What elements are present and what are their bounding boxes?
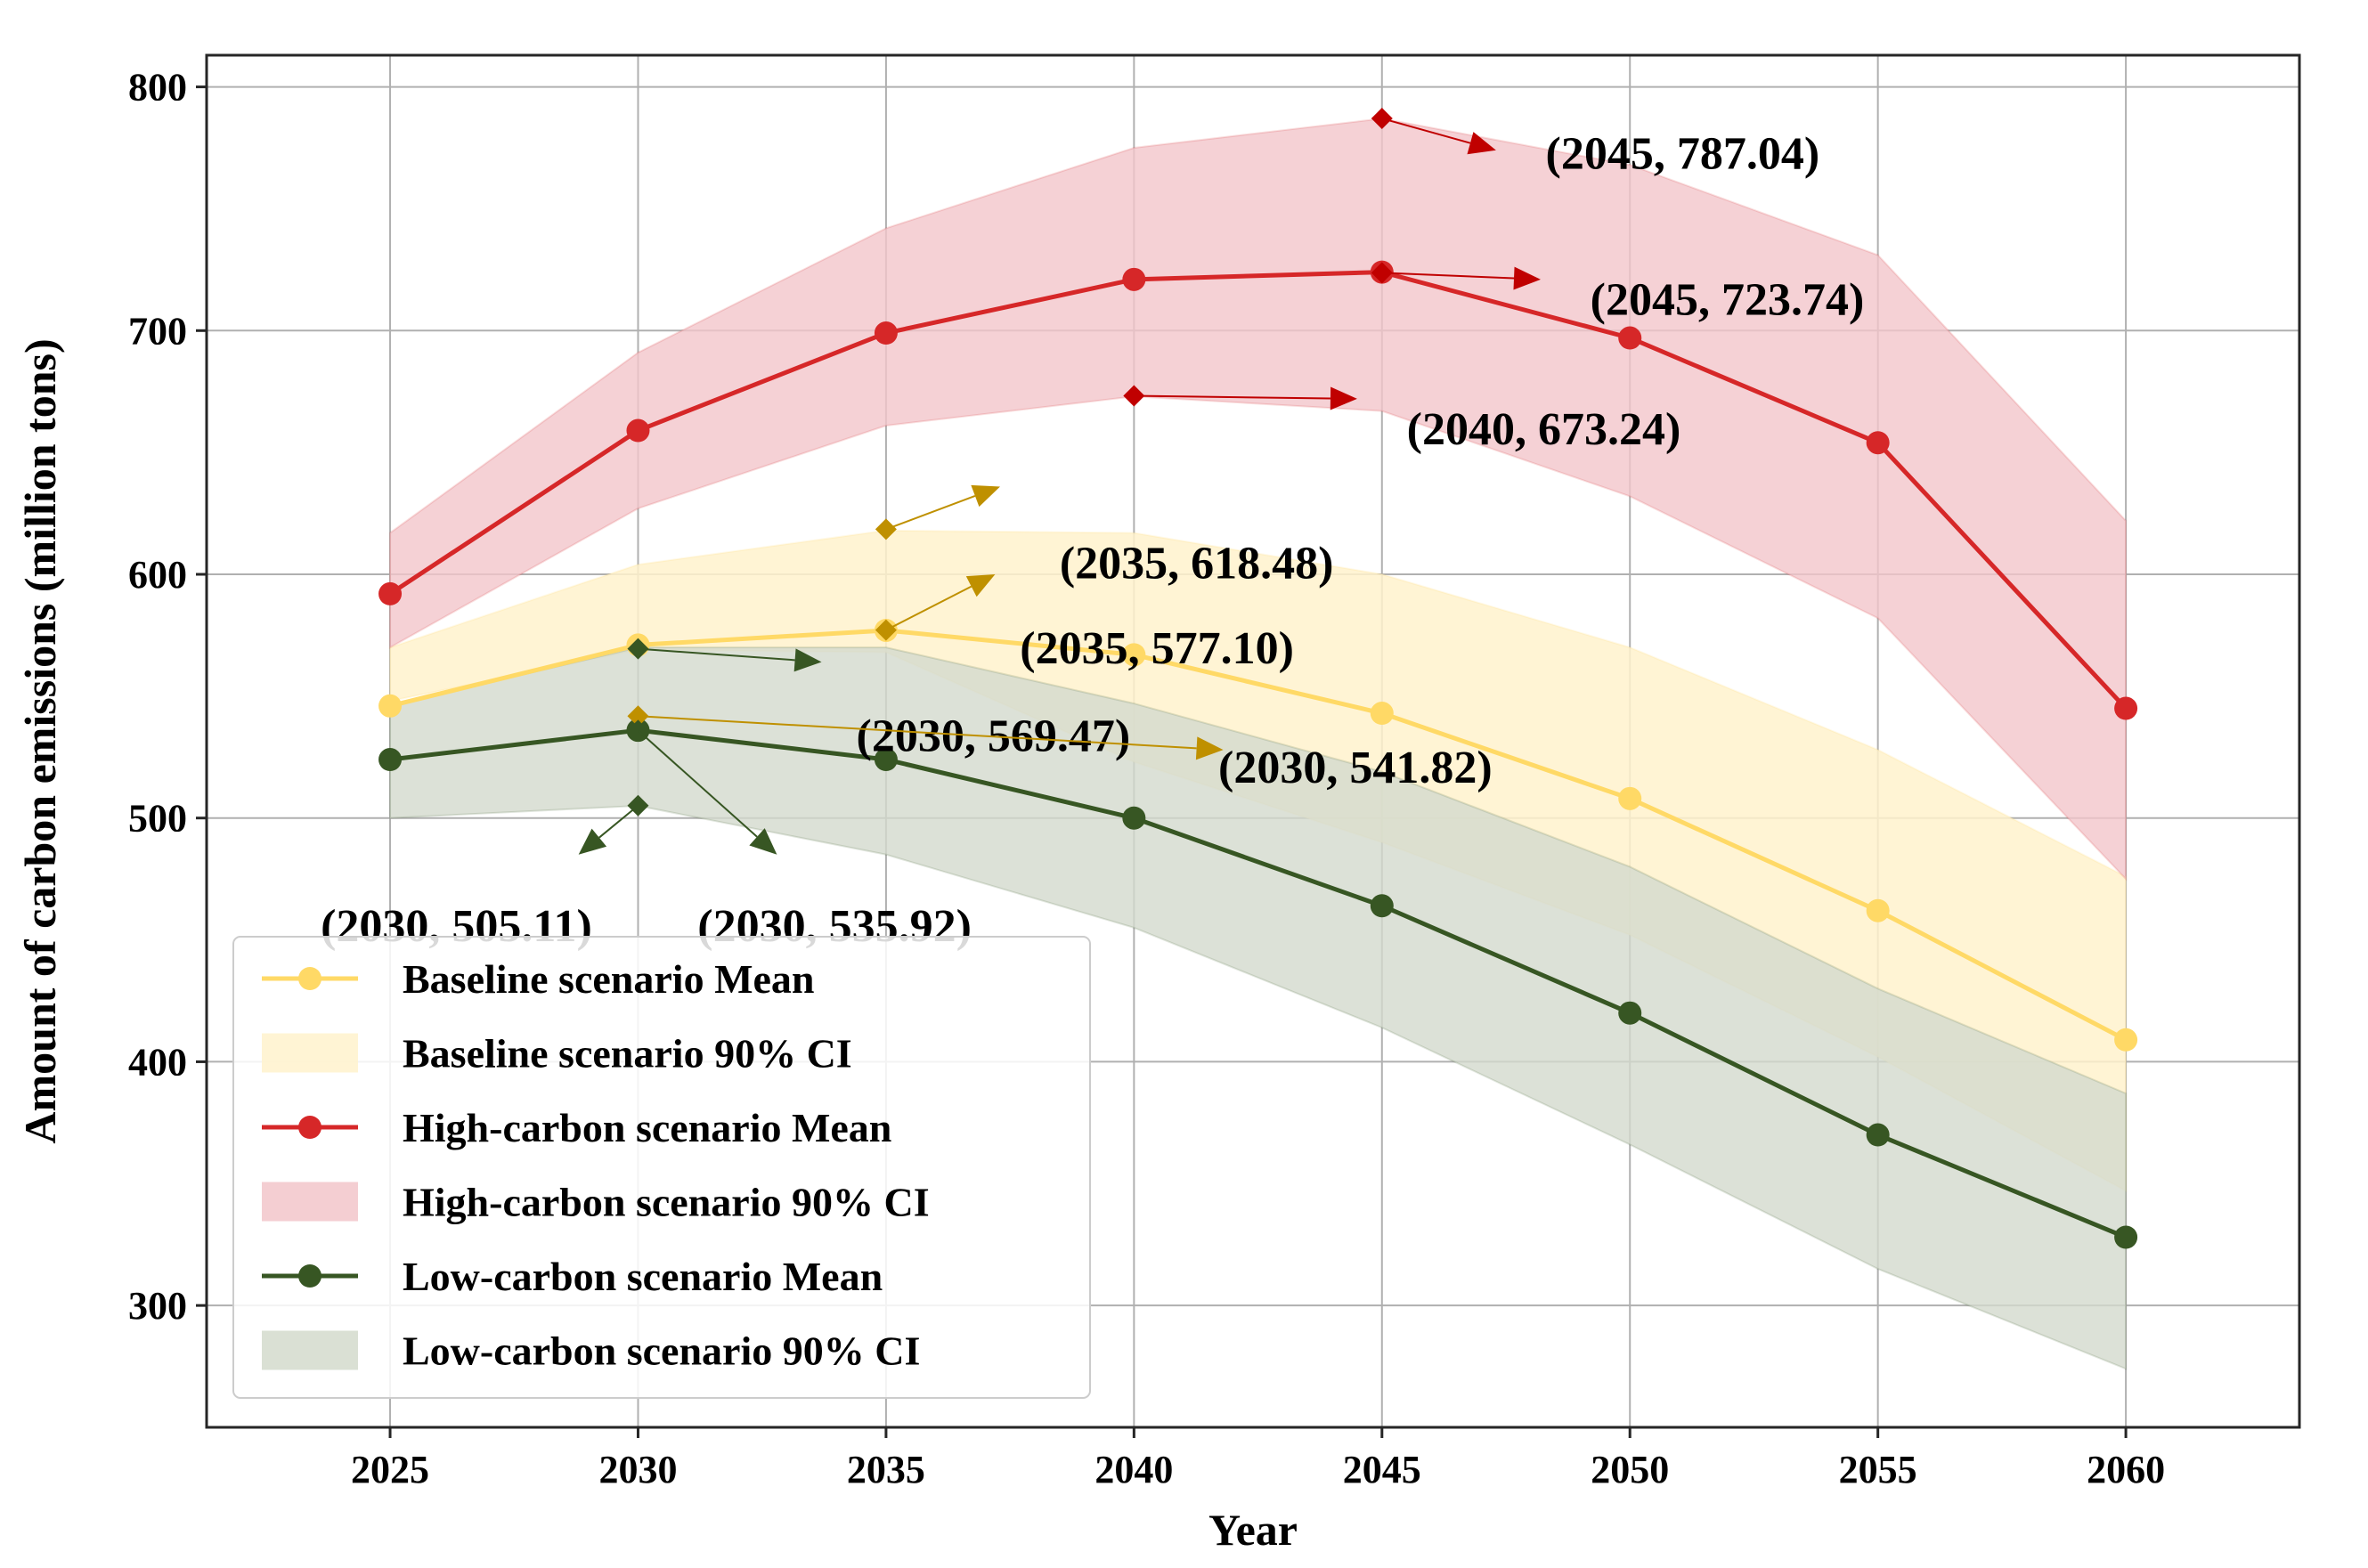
high-carbon-scenario-mean-point <box>874 321 898 345</box>
low-carbon-scenario-mean-line <box>389 727 2128 1239</box>
high-carbon-scenario-mean-point <box>2114 696 2138 720</box>
annotation: (2030, 541.82) <box>627 705 1493 793</box>
annotation-arrow-head <box>1195 736 1224 760</box>
annotation-arrow-shaft <box>637 729 758 838</box>
annotation-arrow-head <box>578 828 607 855</box>
low-carbon-scenario-mean-point <box>1618 1001 1642 1025</box>
annotation-label: (2045, 787.04) <box>1546 128 1820 179</box>
legend-marker-swatch <box>298 1264 321 1288</box>
high-carbon-scenario-mean-point <box>626 418 650 443</box>
annotation-arrow-shaft <box>598 804 639 839</box>
annotation-arrow-head <box>793 648 822 672</box>
legend-band-swatch <box>262 1330 358 1370</box>
low-carbon-scenario-mean-point <box>2114 1225 2138 1249</box>
confidence-bands <box>389 118 2128 1370</box>
mean-lines <box>378 260 2138 1249</box>
legend-label: Baseline scenario Mean <box>403 956 815 1002</box>
baseline-scenario-mean-point <box>1122 643 1146 667</box>
y-axis-title: Amount of carbon emissions (million tons… <box>15 338 65 1143</box>
high-carbon-scenario-mean-point <box>1618 326 1642 350</box>
legend-label: Baseline scenario 90% CI <box>403 1031 852 1076</box>
legend: Baseline scenario Mean Baseline scenario … <box>232 936 1091 1399</box>
annotation-arrow-shaft <box>885 585 972 631</box>
x-tick-label: 2035 <box>847 1448 925 1491</box>
annotation-arrow-head <box>1513 266 1541 290</box>
annotation-arrow-shaft <box>638 647 795 662</box>
legend-entry: Baseline scenario Mean <box>262 956 815 1002</box>
annotation: (2040, 673.24) <box>1123 385 1681 455</box>
baseline-scenario-mean-point <box>1618 786 1642 810</box>
low-carbon-scenario-mean-point <box>1122 806 1146 830</box>
x-tick-label: 2050 <box>1591 1448 1669 1491</box>
legend-band-swatch <box>262 1033 358 1073</box>
annotation-arrow-head <box>1330 386 1357 410</box>
annotation-label: (2040, 673.24) <box>1407 404 1681 455</box>
annotation-arrow-shaft <box>1134 394 1330 400</box>
legend-entry: Low-carbon scenario Mean <box>262 1254 883 1299</box>
baseline-scenario-mean-point <box>2114 1028 2138 1052</box>
annotation-arrow-shaft <box>885 495 976 531</box>
y-tick-label: 800 <box>128 66 187 110</box>
low-carbon-scenario-mean-point <box>1866 1123 1890 1147</box>
annotation: (2045, 787.04) <box>1371 108 1819 179</box>
high-carbon-scenario-mean-point <box>1866 431 1890 455</box>
high-carbon-scenario-90-ci-band <box>389 118 2128 881</box>
legend-marker-swatch <box>298 1116 321 1139</box>
annotation-arrow-head <box>971 484 1000 508</box>
x-axis-title: Year <box>1208 1505 1298 1555</box>
high-carbon-scenario-mean-point <box>1122 267 1146 291</box>
legend-band-swatch <box>262 1182 358 1222</box>
y-tick-label: 700 <box>128 309 187 353</box>
annotation-label: (2030, 541.82) <box>1218 743 1493 793</box>
plot-frame <box>205 53 2301 1429</box>
annotation: (2035, 577.10) <box>875 574 1294 674</box>
low-carbon-scenario-mean-point <box>1370 894 1394 918</box>
x-tick-label: 2045 <box>1343 1448 1421 1491</box>
annotation-arrow-head <box>965 574 996 597</box>
legend-label: High-carbon scenario Mean <box>403 1105 891 1150</box>
high-carbon-scenario-mean-line <box>388 270 2128 711</box>
x-tick-label: 2025 <box>351 1448 429 1491</box>
legend-entry: High-carbon scenario Mean <box>262 1105 891 1150</box>
annotation-label: (2035, 577.10) <box>1020 623 1294 674</box>
annotation: (2045, 723.74) <box>1371 262 1865 326</box>
legend-entry: Low-carbon scenario 90% CI <box>262 1328 920 1374</box>
y-tick-label: 600 <box>128 553 187 597</box>
low-carbon-scenario-90-ci-band <box>389 646 2128 1370</box>
legend-label: High-carbon scenario 90% CI <box>403 1180 930 1225</box>
low-carbon-scenario-mean-point <box>378 748 403 772</box>
y-tick-label: 300 <box>128 1284 187 1328</box>
high-carbon-scenario-mean-point <box>378 581 403 605</box>
legend-label: Low-carbon scenario Mean <box>403 1254 883 1299</box>
x-tick-label: 2060 <box>2087 1448 2165 1491</box>
legend-entry: Baseline scenario 90% CI <box>262 1031 852 1076</box>
baseline-scenario-mean-line <box>389 628 2128 1043</box>
annotation: (2035, 618.48) <box>875 484 1334 589</box>
legend-entry: High-carbon scenario 90% CI <box>262 1180 930 1225</box>
annotation-label: (2035, 618.48) <box>1060 538 1334 589</box>
legend-box <box>232 936 1091 1399</box>
y-tick-label: 500 <box>128 797 187 841</box>
x-tick-label: 2040 <box>1094 1448 1173 1491</box>
low-carbon-scenario-mean-point <box>874 748 898 772</box>
annotation-label: (2045, 723.74) <box>1591 275 1865 326</box>
annotation-arrow-head <box>1467 132 1496 155</box>
legend-marker-swatch <box>298 967 321 990</box>
legend-label: Low-carbon scenario 90% CI <box>403 1328 920 1374</box>
baseline-scenario-mean-point <box>378 694 403 718</box>
y-tick-label: 400 <box>128 1040 187 1084</box>
x-tick-label: 2055 <box>1839 1448 1917 1491</box>
axis-ticks: 2025 2030 2035 2040 2045 2050 2055 2060 300 400 50… <box>128 66 2165 1491</box>
x-tick-label: 2030 <box>598 1448 677 1491</box>
baseline-scenario-mean-point <box>1370 702 1394 726</box>
annotation-arrow-head <box>749 828 777 855</box>
annotation-arrow-shaft <box>1381 272 1515 280</box>
annotation-arrow-shaft <box>638 715 1197 750</box>
baseline-scenario-mean-point <box>1866 898 1890 922</box>
annotation-arrow-shaft <box>1381 118 1471 144</box>
